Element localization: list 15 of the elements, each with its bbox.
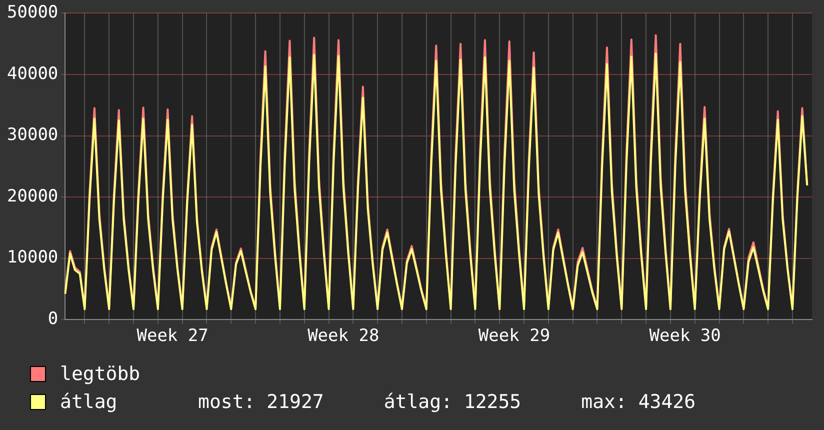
x-tick-label: Week 27 <box>136 326 208 346</box>
y-tick-label: 30000 <box>6 125 58 146</box>
x-tick-label: Week 28 <box>308 326 380 346</box>
x-tick-label: Week 30 <box>649 326 721 346</box>
text: most: 21927 <box>198 391 324 413</box>
x-tick-label: Week 29 <box>478 326 550 346</box>
y-tick-label: 50000 <box>6 2 58 23</box>
y-tick-label: 20000 <box>6 186 58 206</box>
legend-label: átlag <box>60 391 118 413</box>
legend-label: legtöbb <box>60 363 142 385</box>
text: max: 43426 <box>581 391 696 413</box>
y-tick-label: 40000 <box>6 64 58 84</box>
y-tick-label: 10000 <box>6 248 58 268</box>
text: átlag: 12255 <box>384 391 522 413</box>
y-tick-label: 0 <box>48 309 58 330</box>
